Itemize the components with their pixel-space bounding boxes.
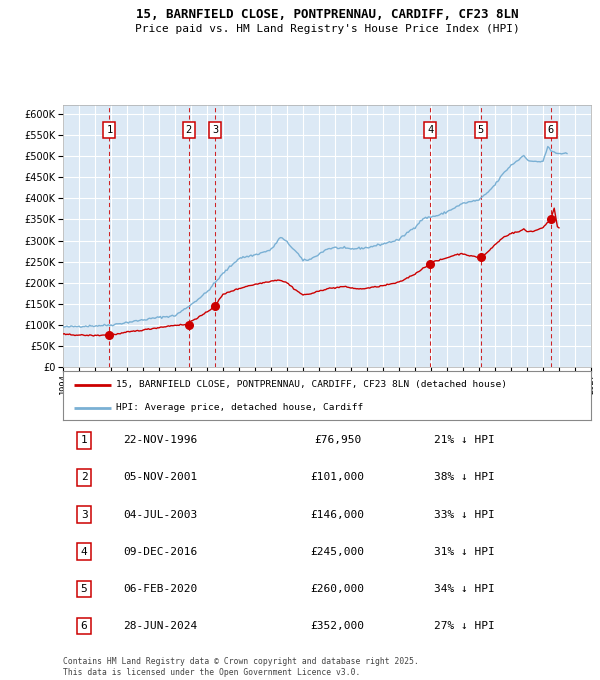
- Text: 27% ↓ HPI: 27% ↓ HPI: [434, 621, 494, 631]
- Text: 5: 5: [81, 584, 88, 594]
- Text: £352,000: £352,000: [311, 621, 365, 631]
- Text: £101,000: £101,000: [311, 473, 365, 482]
- Text: 38% ↓ HPI: 38% ↓ HPI: [434, 473, 494, 482]
- Text: 06-FEB-2020: 06-FEB-2020: [124, 584, 198, 594]
- Text: 6: 6: [548, 125, 554, 135]
- Text: 2: 2: [185, 125, 192, 135]
- Text: £260,000: £260,000: [311, 584, 365, 594]
- Text: 4: 4: [427, 125, 433, 135]
- Text: £245,000: £245,000: [311, 547, 365, 557]
- Text: 28-JUN-2024: 28-JUN-2024: [124, 621, 198, 631]
- Text: 09-DEC-2016: 09-DEC-2016: [124, 547, 198, 557]
- Text: 34% ↓ HPI: 34% ↓ HPI: [434, 584, 494, 594]
- Text: 22-NOV-1996: 22-NOV-1996: [124, 435, 198, 445]
- Text: 15, BARNFIELD CLOSE, PONTPRENNAU, CARDIFF, CF23 8LN (detached house): 15, BARNFIELD CLOSE, PONTPRENNAU, CARDIF…: [116, 381, 507, 390]
- Text: 05-NOV-2001: 05-NOV-2001: [124, 473, 198, 482]
- Text: 31% ↓ HPI: 31% ↓ HPI: [434, 547, 494, 557]
- Text: 15, BARNFIELD CLOSE, PONTPRENNAU, CARDIFF, CF23 8LN: 15, BARNFIELD CLOSE, PONTPRENNAU, CARDIF…: [136, 8, 518, 21]
- Text: 6: 6: [81, 621, 88, 631]
- Text: £76,950: £76,950: [314, 435, 361, 445]
- Text: Price paid vs. HM Land Registry's House Price Index (HPI): Price paid vs. HM Land Registry's House …: [134, 24, 520, 34]
- Text: 2: 2: [81, 473, 88, 482]
- Text: 21% ↓ HPI: 21% ↓ HPI: [434, 435, 494, 445]
- Text: 4: 4: [81, 547, 88, 557]
- Text: 04-JUL-2003: 04-JUL-2003: [124, 509, 198, 520]
- Text: £146,000: £146,000: [311, 509, 365, 520]
- Text: 33% ↓ HPI: 33% ↓ HPI: [434, 509, 494, 520]
- Text: 1: 1: [81, 435, 88, 445]
- Text: 3: 3: [81, 509, 88, 520]
- Text: 1: 1: [106, 125, 113, 135]
- Text: 3: 3: [212, 125, 218, 135]
- Text: Contains HM Land Registry data © Crown copyright and database right 2025.
This d: Contains HM Land Registry data © Crown c…: [63, 657, 419, 677]
- Text: 5: 5: [478, 125, 484, 135]
- Text: HPI: Average price, detached house, Cardiff: HPI: Average price, detached house, Card…: [116, 403, 363, 413]
